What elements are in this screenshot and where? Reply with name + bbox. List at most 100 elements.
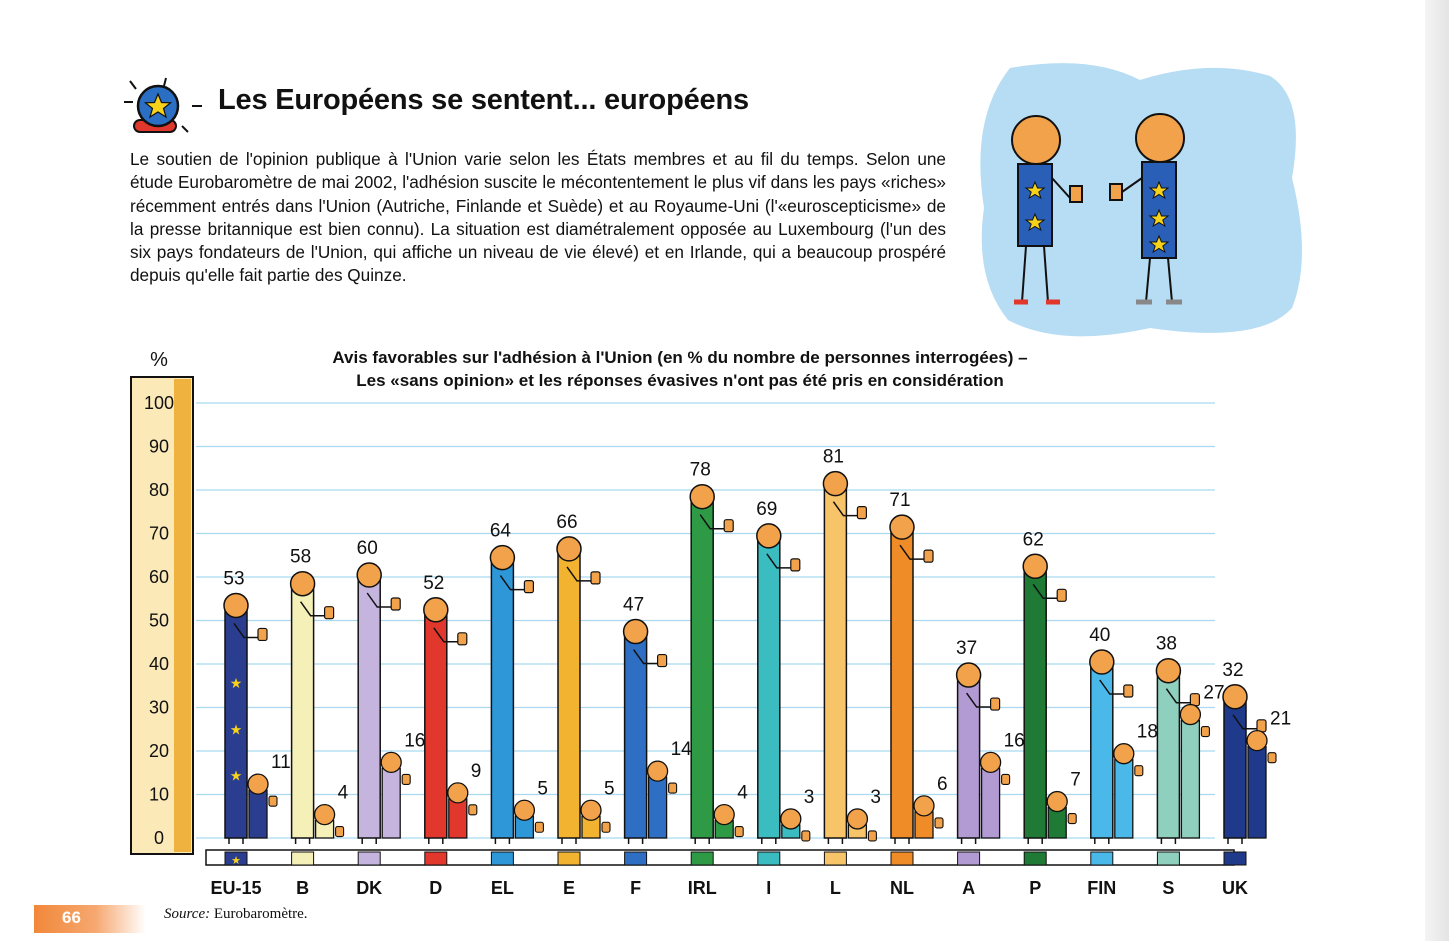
category-label: EL — [491, 878, 514, 898]
figure-arm — [1232, 714, 1257, 730]
value-label-unfavourable: 3 — [804, 787, 815, 808]
y-tick-label: 10 — [149, 785, 169, 805]
thumb-down-icon — [801, 830, 811, 842]
thumb-down-icon — [1267, 752, 1277, 764]
legend-swatch — [957, 851, 981, 866]
value-label-favourable: 66 — [556, 512, 577, 533]
legend-swatch — [1023, 851, 1047, 866]
bar-favourable — [424, 611, 448, 839]
bar-favourable — [1223, 698, 1247, 839]
category-label: E — [563, 878, 575, 898]
figure-legs — [627, 838, 644, 844]
figure-head-small — [313, 803, 336, 826]
category-label: FIN — [1087, 878, 1116, 898]
value-label-unfavourable: 11 — [271, 752, 291, 773]
value-label-unfavourable: 6 — [937, 774, 948, 795]
figure-head — [223, 592, 249, 619]
figure-legs — [827, 838, 844, 844]
thumb-up-icon — [1256, 719, 1267, 733]
figure-arm — [1165, 688, 1191, 704]
thumb-down-icon — [934, 817, 944, 829]
value-label-favourable: 81 — [823, 447, 844, 468]
figure-head-small — [979, 751, 1002, 774]
bar-unfavourable — [1114, 759, 1134, 839]
legend-swatch — [224, 851, 248, 866]
bar-favourable — [290, 584, 315, 839]
figure-legs — [694, 838, 710, 844]
legend-swatch — [357, 851, 381, 866]
page-number-tab — [34, 905, 146, 933]
bar-favourable — [357, 576, 381, 839]
value-label-unfavourable: 5 — [537, 778, 548, 799]
figure-head-small — [780, 808, 802, 830]
legend-star-icon: ★ — [231, 854, 241, 867]
figure-head — [756, 523, 782, 549]
thumb-down-icon — [734, 826, 744, 838]
figure-legs — [1227, 838, 1243, 844]
figure-arm — [1099, 679, 1124, 695]
figure-arm — [566, 566, 591, 582]
bar-unfavourable — [1247, 746, 1267, 839]
legend-swatch — [890, 851, 914, 866]
legend-swatch — [1223, 851, 1247, 866]
thumb-up-icon — [324, 606, 335, 620]
bar-favourable — [490, 558, 515, 839]
value-label-favourable: 69 — [756, 499, 777, 520]
thumb-down-icon — [1134, 765, 1144, 777]
legend-swatch — [424, 851, 448, 866]
value-label-unfavourable: 4 — [737, 783, 748, 804]
thumb-up-icon — [523, 579, 535, 594]
value-label-unfavourable: 3 — [870, 787, 881, 808]
thumb-down-icon — [601, 821, 611, 833]
thumb-down-icon — [401, 773, 411, 785]
figure-legs — [894, 838, 910, 844]
bar-unfavourable — [1180, 719, 1201, 839]
figure-head — [489, 544, 516, 571]
value-label-favourable: 37 — [956, 638, 977, 659]
y-tick-label: 40 — [149, 654, 169, 674]
y-axis-panel-stripe — [174, 379, 191, 852]
chart-title: Avis favorables sur l'adhésion à l'Union… — [260, 346, 1100, 392]
thumb-down-icon — [468, 804, 478, 816]
value-label-unfavourable: 16 — [1004, 730, 1025, 751]
category-label: D — [429, 878, 442, 898]
category-label: NL — [890, 878, 914, 898]
figure-legs — [960, 838, 977, 844]
figure-head-small — [913, 795, 935, 817]
bar-unfavourable — [980, 767, 1001, 839]
figure-arm — [366, 592, 392, 608]
value-label-unfavourable: 16 — [404, 730, 425, 751]
figure-head — [1155, 657, 1182, 684]
figure-head-small — [1179, 703, 1202, 726]
y-tick-label: 50 — [149, 611, 169, 631]
figure-head — [423, 597, 449, 623]
thumb-up-icon — [1123, 684, 1134, 698]
legend-swatch — [624, 851, 648, 866]
category-label: S — [1162, 878, 1174, 898]
figure-head-small — [646, 760, 669, 782]
figure-head-small — [580, 799, 602, 821]
value-label-unfavourable: 9 — [471, 761, 482, 782]
value-label-favourable: 62 — [1023, 529, 1044, 550]
bar-favourable — [890, 528, 914, 839]
y-tick-label: 80 — [149, 480, 169, 500]
bar-star-icon: ★ — [230, 768, 243, 784]
figure-arm — [766, 553, 791, 569]
bar-favourable — [757, 537, 781, 839]
figure-head-small — [247, 773, 269, 795]
figure-arm — [1032, 583, 1058, 600]
figure-legs — [761, 838, 777, 844]
thumb-up-icon — [257, 627, 268, 642]
y-tick-label: 60 — [149, 567, 169, 587]
value-label-favourable: 47 — [623, 595, 644, 616]
thumbs-up-down-illustration — [980, 63, 1302, 337]
value-label-favourable: 78 — [690, 460, 711, 481]
figure-arm — [699, 514, 725, 530]
category-label: IRL — [688, 878, 717, 898]
figure-arm — [899, 544, 924, 560]
figure-head — [622, 618, 649, 645]
legend-swatch — [490, 851, 514, 866]
y-tick-label: 30 — [149, 698, 169, 718]
category-label: I — [766, 878, 771, 898]
